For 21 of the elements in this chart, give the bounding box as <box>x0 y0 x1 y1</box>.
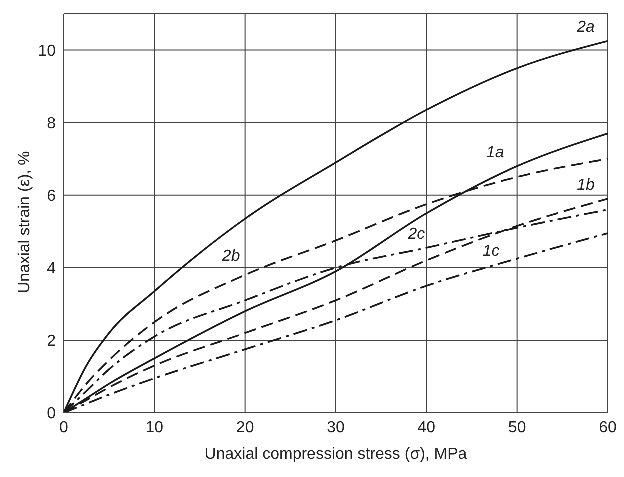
x-tick-label: 30 <box>327 419 345 436</box>
series-label: 2a <box>576 19 595 36</box>
y-tick-label: 6 <box>47 188 56 206</box>
x-tick-label: 20 <box>236 419 254 436</box>
y-tick-label: 8 <box>47 116 56 132</box>
series-label: 1a <box>486 144 504 162</box>
y-axis-title: Unaxial strain (ε), % <box>16 151 34 294</box>
y-tick-label: 0 <box>47 406 56 423</box>
series-label: 1b <box>577 176 595 194</box>
x-tick-label: 0 <box>60 419 69 436</box>
x-tick-label: 40 <box>418 419 436 436</box>
x-tick-label: 10 <box>146 419 164 436</box>
series-label: 1c <box>482 242 500 260</box>
y-tick-label: 4 <box>47 260 56 278</box>
x-tick-label: 50 <box>508 419 526 436</box>
x-axis-title: Unaxial compression stress (σ), MPa <box>204 446 468 463</box>
y-tick-label: 2 <box>47 333 56 350</box>
y-tick-label: 10 <box>38 42 56 60</box>
series-label: 2c <box>407 226 426 243</box>
series-label: 2b <box>221 248 240 266</box>
x-tick-label: 60 <box>599 419 617 436</box>
